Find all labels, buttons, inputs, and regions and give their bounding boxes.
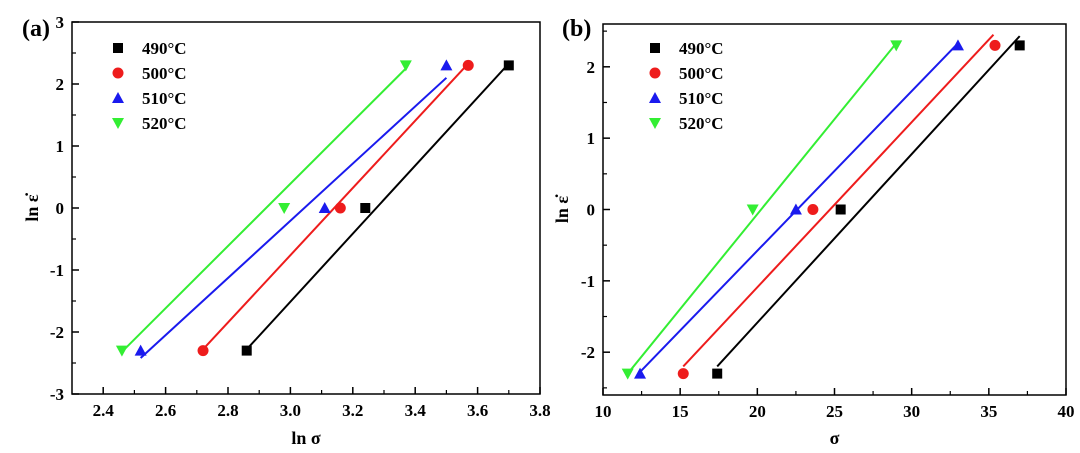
data-point — [789, 203, 802, 215]
y-tick-label: -2 — [581, 343, 595, 362]
legend-marker — [650, 43, 660, 53]
y-tick-label: 1 — [56, 137, 65, 156]
legend-marker — [649, 118, 661, 129]
legend-marker — [113, 43, 123, 53]
x-tick-label: 3.0 — [280, 401, 301, 420]
legend-label: 520°C — [142, 114, 187, 133]
y-tick-label: 0 — [587, 201, 596, 220]
data-point — [1014, 40, 1025, 51]
panel-b: 10 15 20 25 30 35 40 -2 -1 0 1 2 σ ln ε̇ (b) 490°C 500°C… — [552, 16, 1075, 448]
data-point — [951, 39, 964, 51]
data-point — [462, 59, 474, 71]
data-point — [318, 202, 331, 213]
data-point — [197, 345, 209, 357]
fit-line — [139, 77, 448, 359]
data-point — [360, 203, 371, 213]
fit-line — [245, 62, 510, 351]
data-point — [134, 344, 147, 356]
x-tick-label: 3.8 — [529, 401, 550, 420]
data-point — [712, 368, 723, 379]
y-tick-label: -2 — [50, 323, 64, 342]
y-tick-label: -3 — [50, 385, 64, 404]
y-tick-label: -1 — [50, 261, 64, 280]
legend-marker — [112, 92, 124, 103]
data-point — [835, 204, 846, 215]
y-tick-label: 3 — [56, 13, 65, 32]
data-point — [890, 40, 903, 52]
legend-marker — [649, 67, 661, 79]
x-tick-label: 2.6 — [155, 401, 176, 420]
data-point — [115, 345, 128, 357]
x-tick-label: 10 — [595, 402, 612, 421]
x-axis-label: σ — [830, 428, 840, 448]
data-point — [807, 204, 819, 215]
x-tick-label: 25 — [826, 402, 843, 421]
panel-a: 2.4 2.6 2.8 3.0 3.2 3.4 3.6 3.8 -3 -2 -1 0 1 2 3 ln σ ln… — [22, 13, 551, 448]
data-point — [503, 60, 514, 71]
x-tick-label: 3.6 — [467, 401, 488, 420]
data-point — [746, 204, 759, 216]
x-tick-label: 3.4 — [405, 401, 427, 420]
y-tick-label: 1 — [587, 129, 596, 148]
legend-label: 510°C — [142, 89, 187, 108]
x-tick-label: 35 — [980, 402, 997, 421]
data-point — [334, 202, 346, 214]
legend-label: 510°C — [679, 89, 724, 108]
fit-line — [626, 42, 898, 375]
y-axis-label: ln ε̇ — [22, 192, 42, 221]
y-tick-label: -1 — [581, 272, 595, 291]
legend-marker — [112, 118, 124, 129]
legend-marker — [112, 67, 124, 79]
legend-label: 490°C — [679, 39, 724, 58]
x-tick-label: 15 — [672, 402, 689, 421]
data-point — [621, 368, 634, 380]
fit-line — [682, 34, 995, 368]
legend-label: 500°C — [142, 64, 187, 83]
fit-line — [716, 35, 1021, 368]
y-axis-label: ln ε̇ — [552, 194, 572, 223]
legend-label: 520°C — [679, 114, 724, 133]
x-tick-label: 20 — [749, 402, 766, 421]
x-tick-label: 40 — [1058, 402, 1075, 421]
y-tick-label: 2 — [56, 75, 65, 94]
data-point — [677, 368, 689, 380]
data-point — [241, 345, 252, 356]
x-axis-label: ln σ — [291, 428, 321, 448]
data-point — [399, 60, 412, 72]
data-point — [278, 203, 291, 214]
y-tick-label: 2 — [587, 58, 596, 77]
legend-marker — [649, 92, 661, 103]
legend-label: 500°C — [679, 64, 724, 83]
data-point — [634, 367, 647, 379]
panel-label: (b) — [562, 16, 591, 42]
x-tick-label: 30 — [903, 402, 920, 421]
y-tick-label: 0 — [56, 199, 65, 218]
data-point — [440, 59, 453, 71]
x-tick-label: 2.8 — [217, 401, 238, 420]
x-tick-label: 3.2 — [342, 401, 363, 420]
panel-label: (a) — [22, 16, 50, 42]
data-point — [989, 39, 1001, 51]
fit-line — [121, 67, 407, 353]
x-tick-label: 2.4 — [93, 401, 115, 420]
legend-label: 490°C — [142, 39, 187, 58]
